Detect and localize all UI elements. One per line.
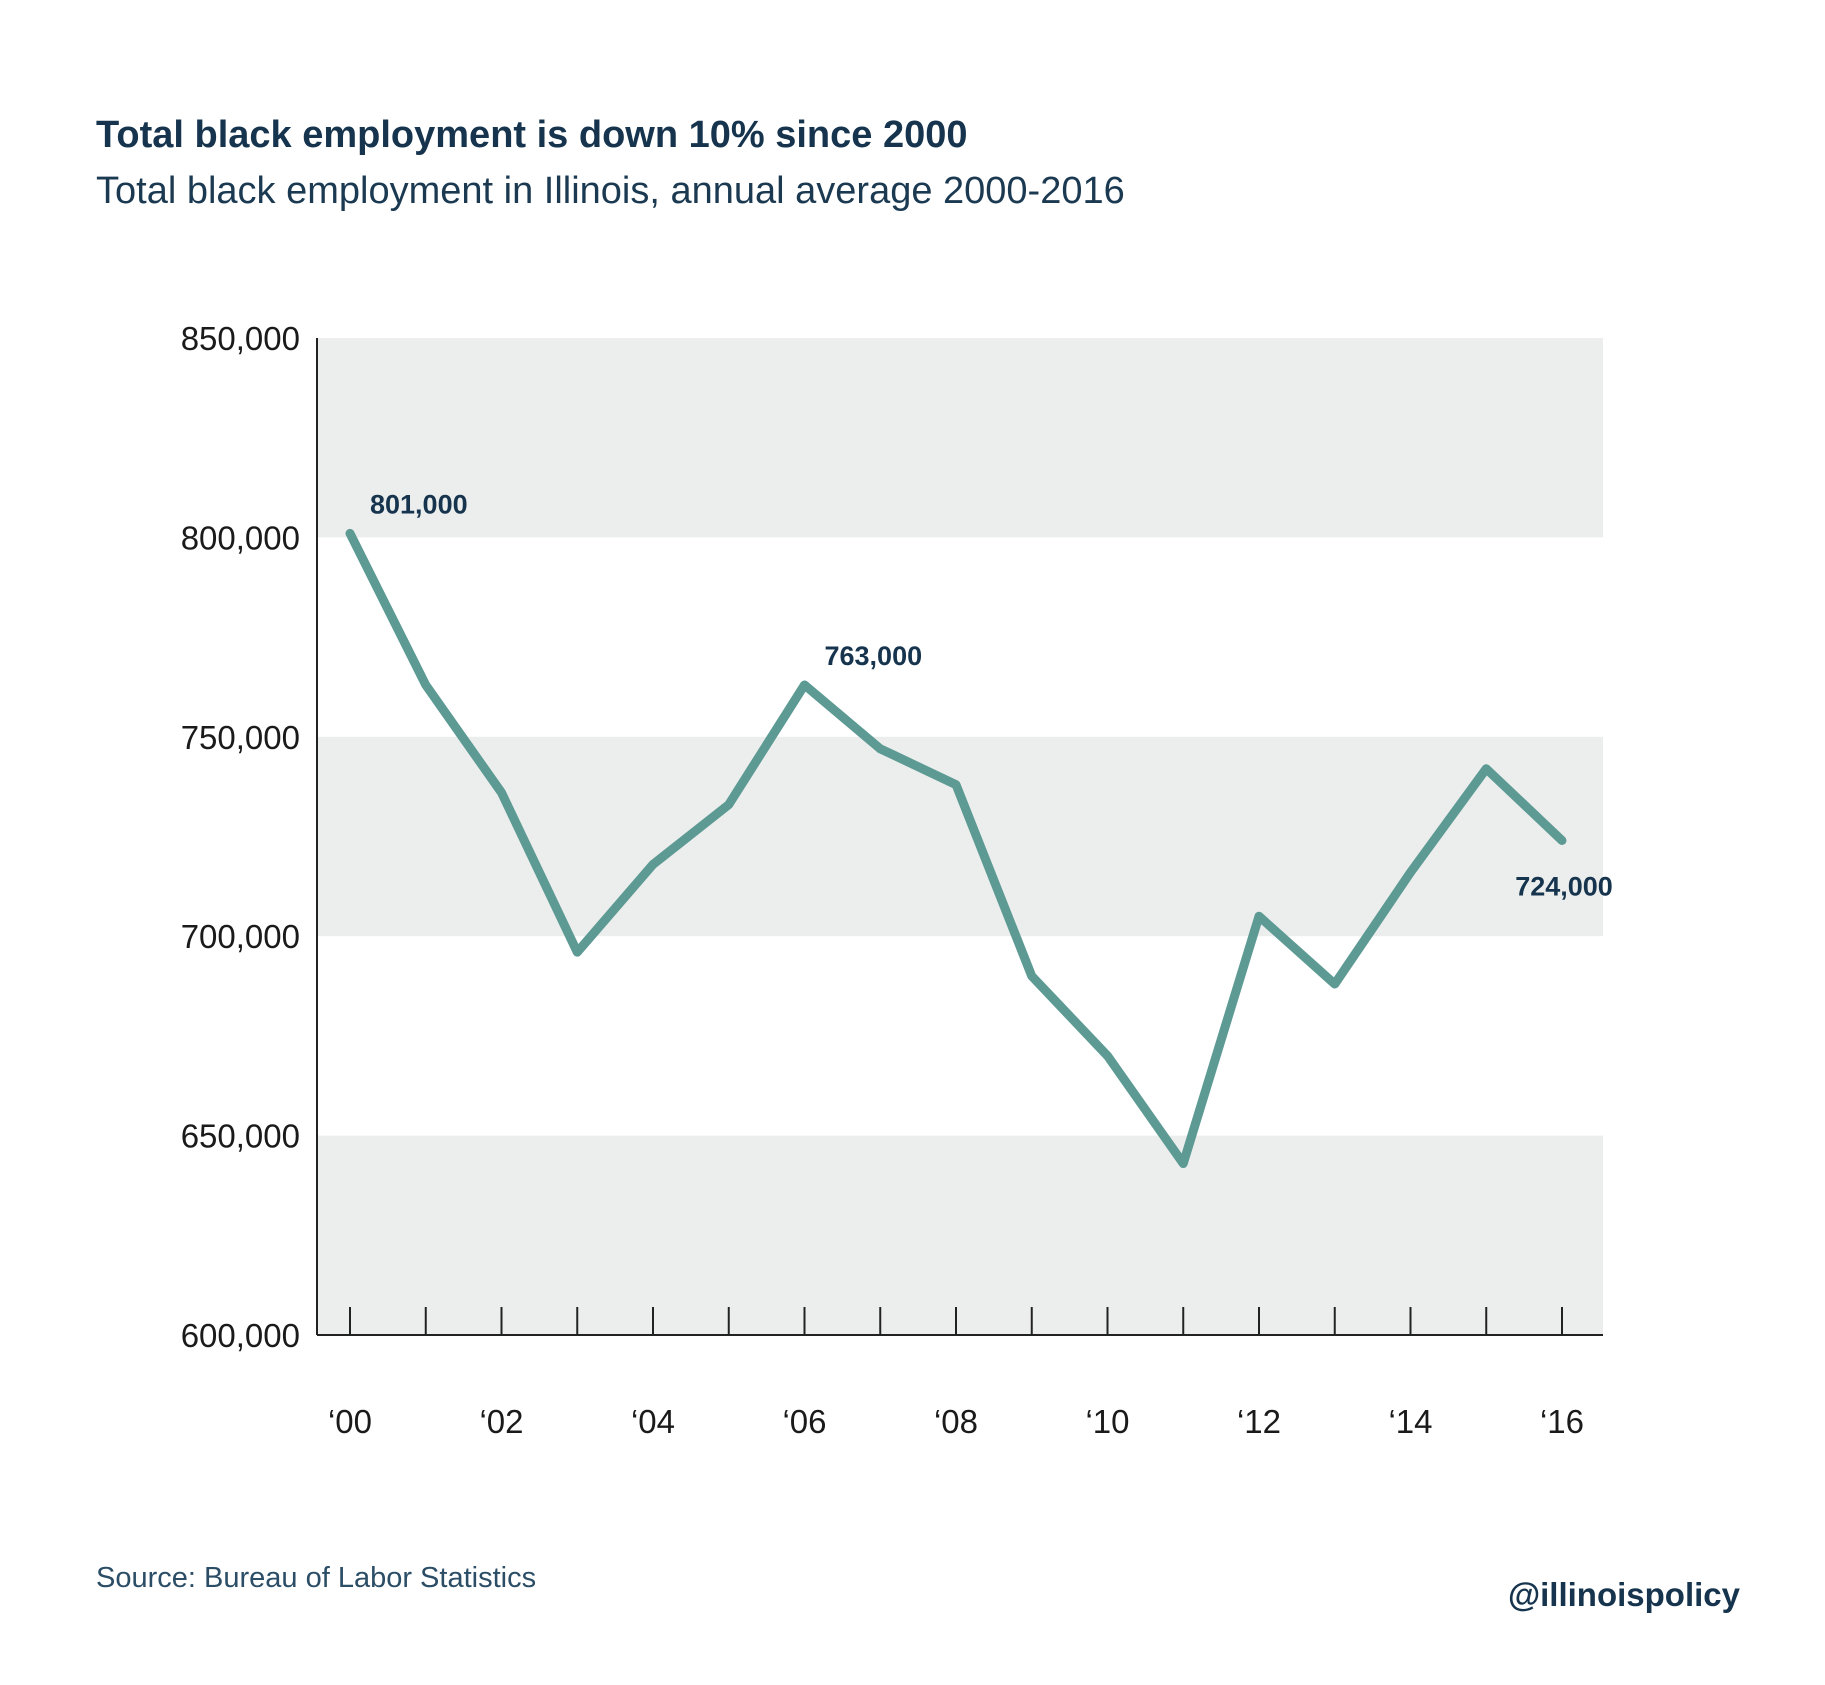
data-label: 801,000: [370, 489, 468, 519]
x-tick-label: ‘06: [782, 1403, 826, 1440]
background-bands: [317, 338, 1603, 1335]
y-tick-label: 850,000: [181, 320, 300, 357]
x-tick-label: ‘02: [479, 1403, 523, 1440]
y-axis-tick-labels: 600,000 650,000 700,000 750,000 800,000 850,0…: [181, 320, 300, 1354]
y-tick-label: 650,000: [181, 1118, 300, 1155]
x-tick-label: ‘04: [631, 1403, 675, 1440]
y-tick-label: 600,000: [181, 1317, 300, 1354]
y-tick-label: 700,000: [181, 918, 300, 955]
y-tick-label: 750,000: [181, 719, 300, 756]
x-axis-ticks: ‘00 ‘02 ‘04 ‘06 ‘08 ‘10 ‘12 ‘14 ‘16: [328, 1307, 1584, 1440]
chart-title: Total black employment is down 10% since…: [96, 114, 968, 156]
data-label: 763,000: [825, 641, 923, 671]
background-band: [317, 736, 1603, 937]
x-tick-label: ‘10: [1085, 1403, 1129, 1440]
data-label: 724,000: [1515, 871, 1613, 901]
x-tick-label: ‘12: [1237, 1403, 1281, 1440]
x-tick-label: ‘08: [934, 1403, 978, 1440]
source-note: Source: Bureau of Labor Statistics: [96, 1562, 537, 1594]
chart-subtitle: Total black employment in Illinois, annu…: [96, 170, 1125, 212]
y-tick-label: 800,000: [181, 519, 300, 556]
background-band: [317, 1135, 1603, 1335]
x-tick-label: ‘16: [1540, 1403, 1584, 1440]
data-series: [345, 528, 1567, 1169]
axes: [316, 338, 1603, 1336]
annotations: 801,000 763,000 724,000: [370, 489, 1613, 901]
background-band: [317, 338, 1603, 538]
brand-handle: @illinoispolicy: [1507, 1576, 1740, 1613]
x-tick-label: ‘00: [328, 1403, 372, 1440]
x-tick-label: ‘14: [1388, 1403, 1432, 1440]
